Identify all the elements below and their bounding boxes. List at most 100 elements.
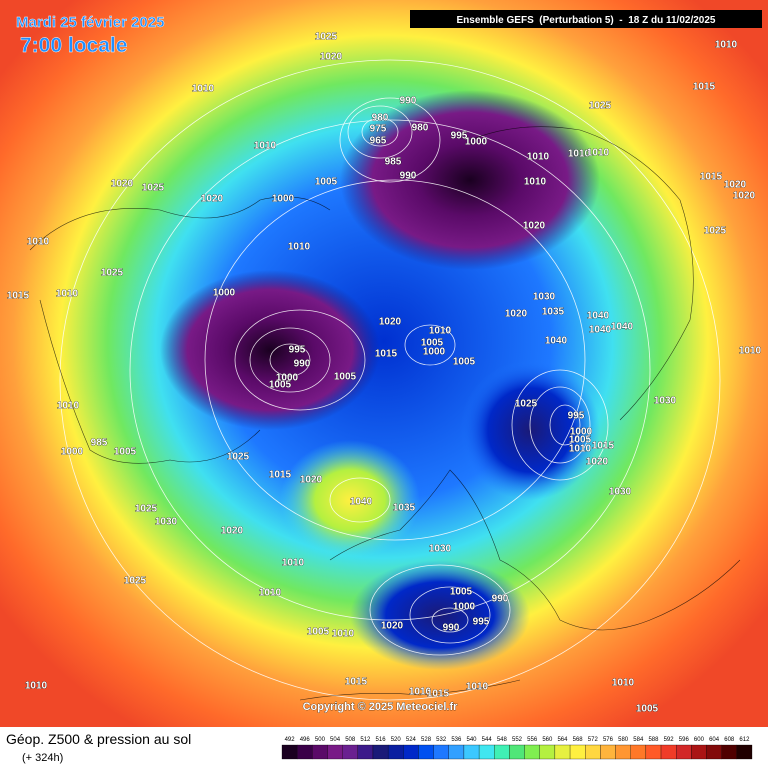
isobar-label: 1010 xyxy=(715,40,738,51)
model-banner xyxy=(410,10,762,28)
colorbar-tick-label: 568 xyxy=(573,737,584,743)
isobar-label: 1010 xyxy=(254,141,277,152)
colorbar-tick-label: 576 xyxy=(603,737,614,743)
footer-title: Géop. Z500 & pression au sol xyxy=(6,731,191,747)
footer-lead: (+ 324h) xyxy=(22,752,63,764)
colorbar-tick-label: 572 xyxy=(588,737,599,743)
isobar-label: 1000 xyxy=(276,373,299,384)
isobar-label: 1010 xyxy=(612,678,635,689)
isobar-label: 1020 xyxy=(523,221,546,232)
isobar-label: 1000 xyxy=(570,427,593,438)
colorbar-swatch xyxy=(569,744,586,760)
colorbar-tick-label: 500 xyxy=(315,737,326,743)
isobar-label: 1025 xyxy=(124,576,147,587)
colorbar-swatch xyxy=(615,744,631,760)
isobar-label: 995 xyxy=(451,131,468,142)
colorbar-tick-label: 516 xyxy=(376,737,387,743)
isobar-label: 1010 xyxy=(429,326,452,337)
isobar-label: 1015 xyxy=(592,441,615,452)
isobar-label: 1040 xyxy=(545,336,568,347)
colorbar-swatch xyxy=(676,744,692,760)
isobar-label: 990 xyxy=(492,594,509,605)
colorbar-tick-label: 552 xyxy=(512,737,523,743)
time-label: 7:00 locale xyxy=(20,34,127,57)
isobar-label: 1005 xyxy=(421,338,444,349)
colorbar-swatch xyxy=(387,744,404,760)
isobar-label: 1010 xyxy=(527,152,550,163)
isobar-label: 1025 xyxy=(142,183,165,194)
colorbar-tick-label: 612 xyxy=(739,737,750,743)
isobar-label: 975 xyxy=(370,124,387,135)
colorbar-tick-label: 608 xyxy=(724,737,735,743)
isobar-label: 1005 xyxy=(453,357,476,368)
colorbar-swatch xyxy=(645,744,662,760)
isobar-label: 1000 xyxy=(465,137,488,148)
isobar-label: 1035 xyxy=(393,503,416,514)
colorbar-tick-label: 560 xyxy=(542,737,553,743)
colorbar-tick-label: 548 xyxy=(497,737,508,743)
colorbar-tick-label: 504 xyxy=(330,737,341,743)
isobars xyxy=(59,59,721,701)
colorbar-swatch xyxy=(403,744,419,760)
colorbar-tick-label: 528 xyxy=(421,737,432,743)
colorbar-tick-label: 556 xyxy=(527,737,538,743)
isobar-label: 1015 xyxy=(427,689,450,700)
isobar-label: 1000 xyxy=(423,347,446,358)
isobar-label: 1000 xyxy=(61,447,84,458)
colorbar-swatch xyxy=(433,744,449,760)
colorbar-tick-label: 584 xyxy=(633,737,644,743)
colorbar-tick-label: 600 xyxy=(694,737,705,743)
isobar-label: 1005 xyxy=(636,704,659,715)
colorbar-tick-label: 564 xyxy=(557,737,568,743)
isobar-label: 1035 xyxy=(542,307,565,318)
isobar-label: 1020 xyxy=(379,317,402,328)
isobar-label: 1020 xyxy=(320,52,343,63)
colorbar-swatch xyxy=(327,744,343,760)
isobar-label: 1010 xyxy=(56,289,79,300)
colorbar-swatch xyxy=(297,744,313,760)
colorbar-swatch xyxy=(357,744,374,760)
isobar-label: 1010 xyxy=(739,346,762,357)
isobar-label: 1010 xyxy=(409,687,432,698)
isobar-label: 1005 xyxy=(269,380,292,391)
colorbar-swatch xyxy=(342,744,358,760)
colorbar-swatch xyxy=(721,744,737,760)
isobar-label: 1030 xyxy=(155,517,178,528)
isobar-label: 1020 xyxy=(724,180,747,191)
coastlines xyxy=(29,126,741,701)
colorbar-tick-label: 588 xyxy=(648,737,659,743)
isobar-label: 1025 xyxy=(227,452,250,463)
isobar-label: 1010 xyxy=(259,588,282,599)
isobar-label: 1020 xyxy=(111,179,134,190)
isobar-label: 1010 xyxy=(27,237,50,248)
isobar-label: 1040 xyxy=(589,325,612,336)
isobar-label: 1005 xyxy=(114,447,137,458)
colorbar-swatch xyxy=(554,744,571,760)
isobar-label: 1020 xyxy=(733,191,756,202)
colorbar-tick-label: 580 xyxy=(618,737,629,743)
isobar-label: 1025 xyxy=(704,226,727,237)
colorbar-swatch xyxy=(524,744,540,760)
isobar-label: 1015 xyxy=(700,172,723,183)
isobar-label: 990 xyxy=(294,359,311,370)
isobar-label: 1005 xyxy=(450,587,473,598)
isobar-label: 990 xyxy=(400,171,417,182)
colorbar-tick-label: 524 xyxy=(406,737,417,743)
isobar-label: 1010 xyxy=(332,629,355,640)
isobar-label: 1030 xyxy=(654,396,677,407)
isobar-label: 1015 xyxy=(7,291,30,302)
colorbar-swatch xyxy=(478,744,495,760)
isobar-label: 1000 xyxy=(213,288,236,299)
colorbar-swatch xyxy=(281,744,298,760)
colorbar-swatch xyxy=(736,744,753,760)
colorbar-swatch xyxy=(600,744,616,760)
isobar-label: 1030 xyxy=(533,292,556,303)
isobar-label: 1010 xyxy=(569,444,592,455)
colorbar-tick-label: 508 xyxy=(345,737,356,743)
isobar-label: 1025 xyxy=(589,101,612,112)
colorbar-swatch xyxy=(312,744,328,760)
colorbar-swatch xyxy=(448,744,465,760)
colorbar-tick-label: 492 xyxy=(285,737,296,743)
isobar-label: 1005 xyxy=(569,435,592,446)
isobar-label: 1015 xyxy=(345,677,368,688)
